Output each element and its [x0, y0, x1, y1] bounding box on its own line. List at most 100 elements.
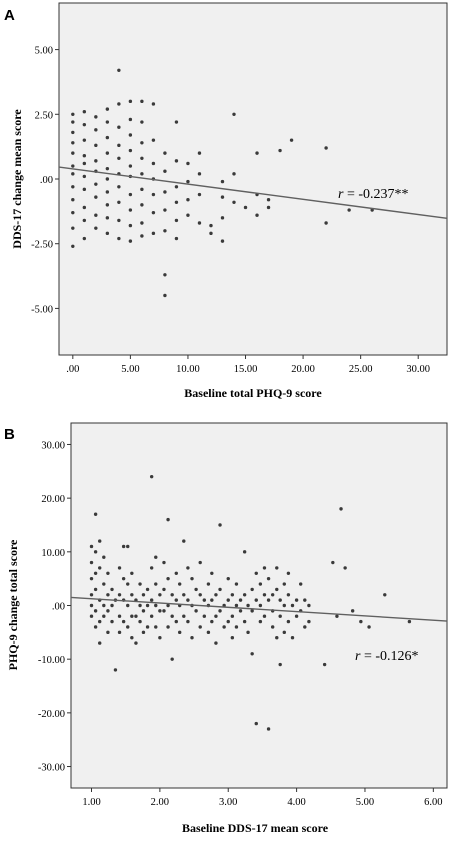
scatter-point [149, 566, 154, 570]
scatter-point [206, 630, 211, 635]
scatter-point [324, 146, 328, 150]
scatter-point [102, 614, 106, 618]
scatter-point [151, 231, 156, 236]
scatter-point [128, 148, 133, 153]
scatter-point [294, 614, 299, 618]
scatter-point [232, 172, 236, 176]
scatter-point [158, 636, 162, 640]
scatter-point [166, 517, 170, 522]
scatter-point [82, 174, 87, 179]
y-tick-label: .00 [52, 602, 65, 613]
scatter-point [238, 609, 243, 613]
scatter-point [71, 210, 75, 215]
scatter-point [94, 195, 98, 199]
scatter-point [89, 576, 94, 581]
scatter-point [149, 598, 154, 602]
scatter-point [117, 630, 122, 635]
scatter-point [82, 138, 87, 142]
scatter-point [242, 619, 247, 624]
scatter-point [128, 99, 133, 104]
scatter-point [202, 598, 207, 602]
scatter-point [230, 636, 235, 640]
plot-area-a [58, 2, 448, 356]
scatter-point [151, 192, 156, 197]
y-tick-label: -20.00 [38, 709, 65, 720]
scatter-point [110, 603, 114, 608]
scatter-point [220, 239, 225, 243]
scatter-point [275, 587, 279, 592]
correlation-label-a: r = -0.237** [338, 187, 409, 202]
scatter-point [110, 619, 114, 624]
x-tick-label: 5.00 [356, 797, 374, 808]
scatter-point [230, 614, 235, 618]
scatter-point [220, 179, 225, 184]
scatter-point [82, 161, 87, 166]
scatter-point [307, 603, 311, 608]
scatter-point [182, 614, 186, 618]
scatter-point [218, 587, 222, 592]
scatter-point [294, 598, 299, 602]
scatter-point [154, 555, 158, 559]
scatter-point [214, 614, 218, 618]
y-tick-labels-a: 5.00 2.50 .00 -2.50 -5.00 [31, 46, 59, 315]
x-tick-label: 10.00 [176, 364, 200, 375]
scatter-point [197, 221, 202, 225]
scatter-point [383, 593, 387, 597]
scatter-point [214, 641, 218, 645]
scatter-point [151, 138, 156, 142]
scatter-point [246, 630, 250, 635]
scatter-point [186, 198, 190, 202]
scatter-point [71, 141, 75, 145]
scatter-point [303, 598, 307, 602]
scatter-point [71, 198, 75, 202]
scatter-point [250, 587, 254, 592]
scatter-point [140, 234, 144, 238]
scatter-point [126, 582, 130, 586]
scatter-point [105, 151, 110, 155]
scatter-point [242, 593, 247, 597]
scatter-point [128, 192, 133, 197]
scatter-point [71, 172, 75, 176]
scatter-point [258, 619, 263, 624]
scatter-point [232, 200, 236, 204]
scatter-point [347, 208, 351, 212]
scatter-point [94, 182, 98, 186]
x-tick-labels-b: 1.00 2.00 3.00 4.00 5.00 6.00 [82, 788, 443, 808]
scatter-point [278, 148, 282, 153]
scatter-point [174, 236, 179, 241]
x-axis-title-b: Baseline DDS-17 mean score [182, 821, 329, 835]
scatter-point [209, 231, 213, 236]
scatter-point [105, 120, 110, 124]
correlation-value-a: = -0.237** [343, 187, 408, 202]
scatter-point [282, 630, 286, 635]
scatter-point [117, 143, 121, 148]
scatter-point [343, 566, 347, 570]
scatter-point [128, 133, 133, 137]
scatter-point [197, 151, 202, 155]
y-tick-label: -5.00 [31, 304, 53, 315]
scatter-point [197, 172, 202, 176]
correlation-r-b: r [355, 649, 361, 664]
scatter-point [162, 609, 166, 613]
scatter-point [151, 210, 156, 215]
scatter-point [407, 619, 412, 624]
scatter-point [322, 662, 327, 667]
scatter-point [145, 603, 150, 608]
scatter-point [166, 625, 170, 629]
scatter-point [197, 192, 202, 197]
scatter-point [339, 507, 343, 511]
scatter-point [278, 614, 282, 618]
scatter-point [158, 593, 162, 597]
scatter-point [198, 593, 202, 597]
scatter-point [198, 625, 202, 629]
scatter-point [286, 593, 291, 597]
x-tick-label: .00 [66, 364, 79, 375]
scatter-point [71, 151, 75, 155]
scatter-point [303, 625, 307, 629]
x-tick-label: 25.00 [349, 364, 373, 375]
x-tick-label: 4.00 [287, 797, 305, 808]
scatter-point [93, 512, 98, 516]
panel-label-b: B [4, 426, 15, 443]
scatter-point [94, 115, 98, 119]
scatter-point [174, 120, 179, 124]
